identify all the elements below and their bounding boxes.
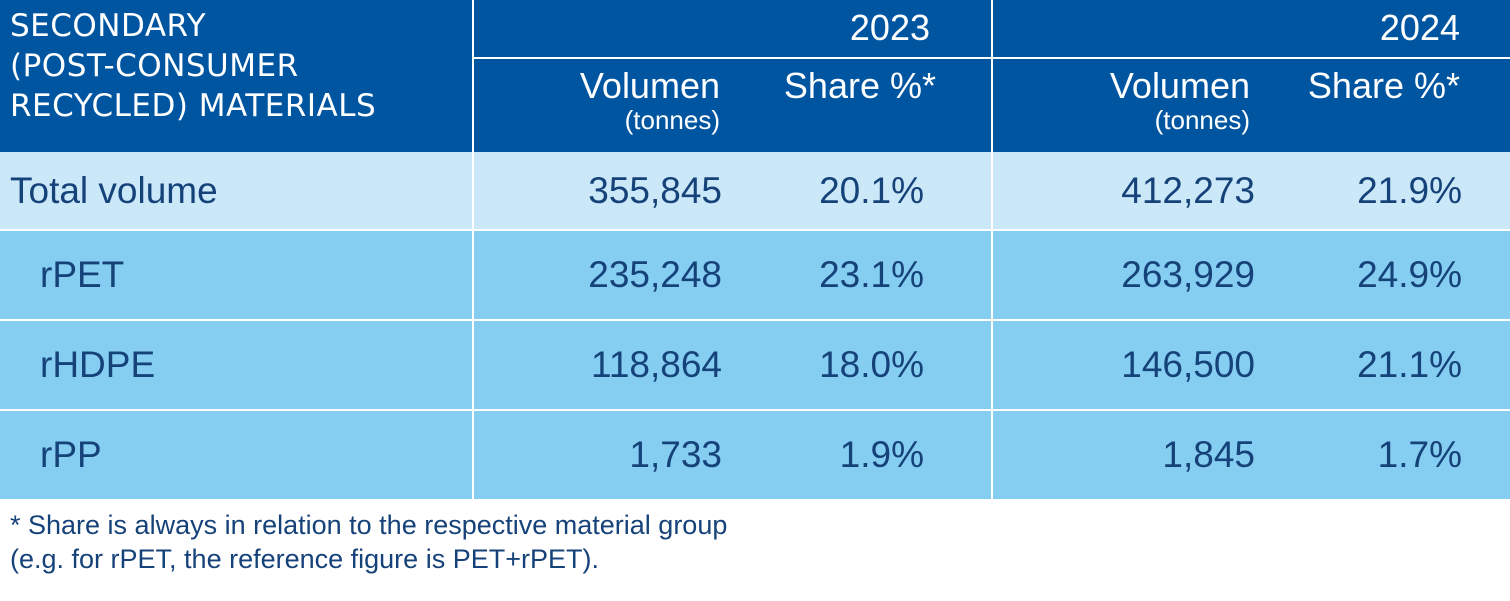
divider-vertical-1: [472, 0, 474, 152]
divider-vertical-2: [991, 0, 993, 152]
cell-share-2023: 1.9%: [839, 434, 924, 475]
row-divider: [472, 231, 474, 319]
row-divider: [991, 321, 993, 409]
col-share-2023: Share %*: [740, 66, 936, 106]
cell-volume-2024: 146,500: [1121, 344, 1255, 385]
cell-volume-2024: 412,273: [1121, 169, 1255, 211]
cell-share-2023: 20.1%: [819, 169, 924, 211]
row-divider: [472, 152, 474, 229]
title-line-1: SECONDARY: [10, 8, 207, 44]
row-divider: [991, 231, 993, 319]
table-title: SECONDARY (POST-CONSUMER RECYCLED) MATER…: [10, 6, 450, 126]
row-label: rHDPE: [40, 344, 156, 385]
row-divider: [991, 411, 993, 499]
col-volume-2024: Volumen (tonnes): [1050, 65, 1250, 135]
cell-share-2023: 23.1%: [819, 254, 924, 295]
col-volume-2024-unit: (tonnes): [1154, 105, 1250, 135]
col-share-2024: Share %*: [1264, 66, 1460, 106]
row-divider: [991, 152, 993, 229]
row-label: rPP: [40, 434, 102, 475]
row-label: Total volume: [10, 169, 218, 211]
materials-table: SECONDARY (POST-CONSUMER RECYCLED) MATER…: [0, 0, 1510, 499]
col-volume-2023-label: Volumen: [579, 65, 720, 106]
divider-year-underline: [474, 57, 1510, 59]
col-volume-2023: Volumen (tonnes): [520, 65, 720, 135]
col-share-2024-label: Share %*: [1307, 65, 1460, 106]
row-divider: [472, 321, 474, 409]
table-row-rhdpe: rHDPE 118,864 18.0% 146,500 21.1%: [0, 319, 1510, 409]
cell-share-2024: 21.9%: [1357, 169, 1462, 211]
col-volume-2023-unit: (tonnes): [624, 105, 720, 135]
footnote-line-2: (e.g. for rPET, the reference figure is …: [10, 544, 599, 574]
cell-volume-2024: 1,845: [1162, 434, 1255, 475]
col-volume-2024-label: Volumen: [1109, 65, 1250, 106]
cell-volume-2023: 235,248: [588, 254, 722, 295]
footnote: * Share is always in relation to the res…: [10, 508, 727, 576]
cell-volume-2023: 355,845: [588, 169, 722, 211]
year-2024-heading: 2024: [1379, 7, 1460, 48]
table-row-total: Total volume 355,845 20.1% 412,273 21.9%: [0, 152, 1510, 229]
row-divider: [472, 411, 474, 499]
cell-share-2023: 18.0%: [819, 344, 924, 385]
table-header: SECONDARY (POST-CONSUMER RECYCLED) MATER…: [0, 0, 1510, 152]
footnote-line-1: * Share is always in relation to the res…: [10, 510, 728, 540]
year-2023-heading: 2023: [849, 7, 930, 48]
cell-share-2024: 24.9%: [1357, 254, 1462, 295]
title-line-3: RECYCLED) MATERIALS: [10, 88, 377, 124]
table-row-rpet: rPET 235,248 23.1% 263,929 24.9%: [0, 229, 1510, 319]
row-label: rPET: [40, 254, 125, 295]
table-row-rpp: rPP 1,733 1.9% 1,845 1.7%: [0, 409, 1510, 499]
cell-share-2024: 21.1%: [1357, 344, 1462, 385]
cell-volume-2024: 263,929: [1121, 254, 1255, 295]
title-line-2: (POST-CONSUMER: [10, 48, 299, 84]
cell-volume-2023: 118,864: [591, 344, 722, 385]
col-share-2023-label: Share %*: [783, 65, 936, 106]
cell-share-2024: 1.7%: [1377, 434, 1462, 475]
cell-volume-2023: 1,733: [629, 434, 722, 475]
